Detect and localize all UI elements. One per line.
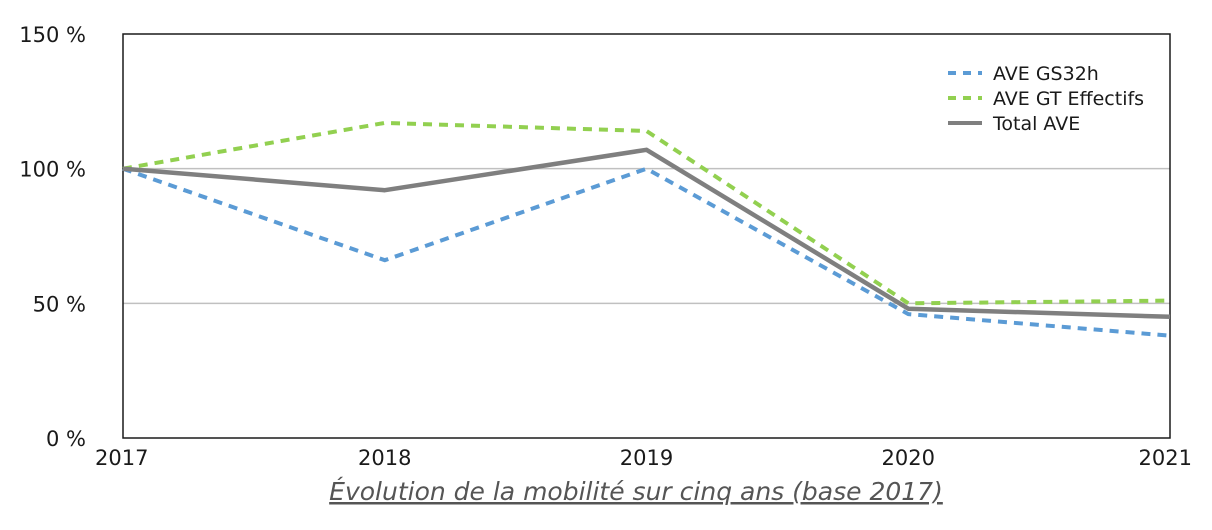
y-tick-label: 100 % xyxy=(19,158,86,182)
x-tick-label: 2020 xyxy=(882,446,935,470)
x-tick-label: 2021 xyxy=(1139,446,1192,470)
gridlines xyxy=(123,167,1170,305)
plot-frame xyxy=(122,33,1171,439)
y-axis-ticks: 0 % 50 % 100 % 150 % xyxy=(19,23,86,451)
series-lines xyxy=(122,120,1171,338)
y-tick-label: 150 % xyxy=(19,23,86,47)
x-tick-label: 2019 xyxy=(620,446,673,470)
series-line-1 xyxy=(122,166,1171,338)
x-tick-label: 2017 xyxy=(95,446,148,470)
y-tick-label: 0 % xyxy=(46,427,86,451)
series-line-2 xyxy=(122,120,1171,306)
y-tick-label: 50 % xyxy=(33,292,86,316)
x-axis-ticks: 2017 2018 2019 2020 2021 xyxy=(95,446,1192,470)
chart-title: Évolution de la mobilité sur cinq ans (b… xyxy=(329,477,943,506)
series-line-3 xyxy=(122,147,1171,320)
legend-label: Total AVE xyxy=(992,113,1080,135)
x-tick-label: 2018 xyxy=(358,446,411,470)
legend-label: AVE GS32h xyxy=(993,63,1099,85)
legend: AVE GS32h AVE GT Effectifs Total AVE xyxy=(948,63,1144,135)
legend-label: AVE GT Effectifs xyxy=(993,88,1144,110)
